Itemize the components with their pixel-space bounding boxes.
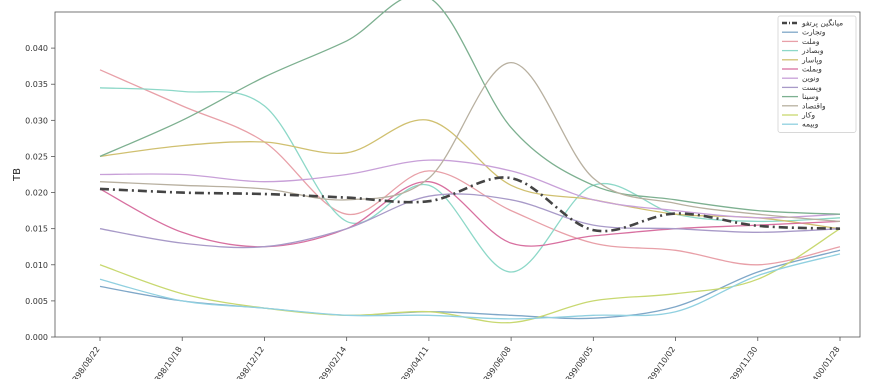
series-line-9 [99, 61, 841, 223]
series-line-10 [99, 228, 841, 324]
y-tick-label: 0.015 [25, 225, 48, 234]
y-tick-label: 0.005 [25, 297, 48, 306]
x-tick-label: 1399/04/11 [397, 345, 431, 379]
y-tick-label: 0.020 [25, 189, 48, 198]
x-tick-label: 1398/08/22 [68, 345, 102, 379]
series-line-8 [99, 0, 841, 215]
series-line-4 [99, 119, 841, 230]
series-line-7 [99, 193, 841, 249]
series-line-6 [99, 159, 841, 219]
legend-label: میانگین پرتفو [801, 19, 843, 28]
series-line-5 [99, 181, 841, 248]
x-tick-label: 1398/12/12 [232, 345, 266, 379]
legend-label: وسینا [802, 92, 819, 101]
series-line-11 [99, 253, 841, 320]
x-tick-label: 1400/01/28 [808, 345, 842, 379]
y-tick-label: 0.030 [25, 116, 48, 125]
legend-label: وبیمه [802, 120, 819, 129]
y-tick-label: 0.040 [25, 44, 48, 53]
y-tick-label: 0.000 [25, 333, 48, 342]
legend-label: وتجارت [802, 28, 826, 37]
legend-label: وبصادر [801, 46, 824, 55]
plot-area [99, 0, 841, 324]
legend-label: ونوین [802, 74, 820, 83]
legend-box [777, 15, 857, 133]
x-tick-label: 1399/06/08 [479, 345, 513, 379]
y-tick-label: 0.010 [25, 261, 48, 270]
plot-frame [54, 11, 861, 338]
x-tick-label: 1399/10/02 [643, 345, 677, 379]
x-tick-label: 1399/02/14 [314, 345, 348, 379]
series-line-3 [99, 87, 841, 273]
y-axis-label: TB [12, 168, 23, 182]
y-tick-label: 0.035 [25, 80, 48, 89]
legend-label: وبملت [802, 65, 822, 74]
series-line-2 [99, 69, 841, 266]
x-tick-label: 1398/10/18 [150, 345, 184, 379]
legend-label: وملت [802, 37, 820, 46]
x-tick-label: 1399/08/05 [561, 345, 595, 379]
legend-label: واقتصاد [802, 101, 826, 110]
legend-label: وپست [802, 83, 822, 92]
series-line-1 [99, 249, 841, 320]
legend: میانگین پرتفووتجارتوملتوبصادروپاساروبملت… [777, 15, 857, 133]
legend-label: وپاسار [801, 55, 823, 64]
legend-label: وکار [801, 111, 815, 120]
y-tick-label: 0.025 [25, 152, 48, 161]
x-tick-label: 1399/11/30 [726, 345, 760, 379]
